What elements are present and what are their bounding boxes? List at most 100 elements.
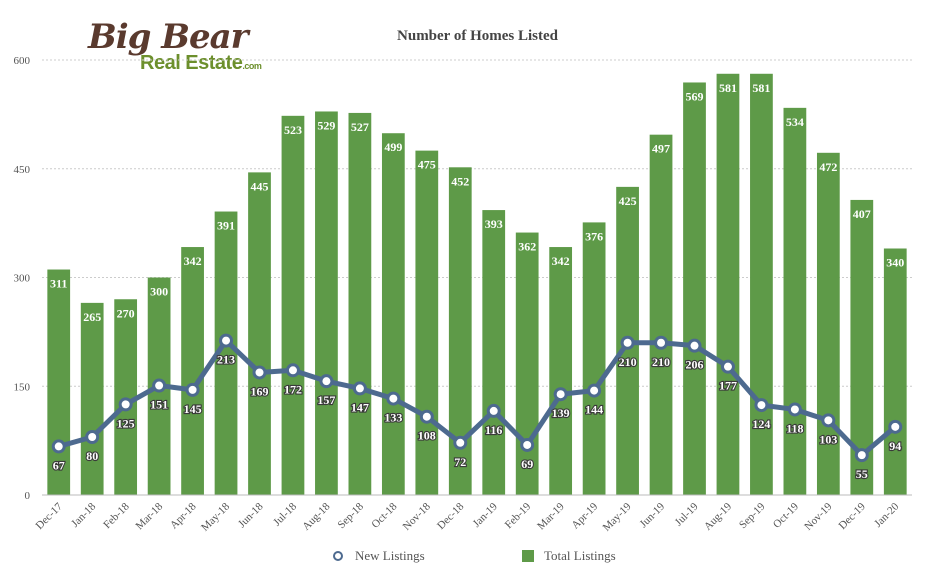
bar: [248, 172, 271, 495]
x-tick-label: Jul-19: [673, 500, 701, 528]
bar: [683, 82, 706, 495]
y-tick-label: 450: [14, 164, 31, 176]
line-data-label: 157: [317, 393, 335, 407]
x-tick-label: Jul-18: [271, 500, 299, 528]
legend-item-total-listings[interactable]: Total Listings: [522, 548, 616, 564]
legend-marker-new-listings: [333, 551, 343, 561]
line-point: [252, 365, 267, 380]
line-point: [720, 359, 735, 374]
chart-title: Number of Homes Listed: [397, 28, 558, 44]
line-data-label: 108: [418, 429, 436, 443]
line-point: [85, 430, 100, 444]
line-point: [319, 374, 334, 389]
bar-data-label: 311: [50, 277, 67, 291]
x-tick-label: May-19: [601, 500, 634, 533]
line-data-label: 145: [184, 402, 202, 416]
logo-suffix: .com: [242, 61, 262, 71]
bar: [80, 302, 104, 495]
x-tick-label: May-18: [199, 500, 232, 533]
line-data-label: 94: [889, 439, 901, 453]
bar: [448, 167, 472, 496]
line-point: [419, 409, 434, 424]
bar: [750, 73, 773, 496]
x-axis: Dec-17 Jan-18 Feb-18 Mar-18 Apr-18 May-18 Jun-…: [33, 494, 912, 534]
line-point: [152, 378, 167, 393]
bar-data-label: 445: [251, 179, 269, 193]
bar-data-label: 523: [284, 123, 302, 137]
line-data-label: 103: [819, 432, 837, 446]
x-tick-label: Jun-18: [236, 500, 266, 530]
x-tick-label: Mar-19: [535, 500, 567, 532]
bar: [348, 112, 372, 496]
line-data-label: 169: [251, 384, 269, 398]
line-data-label: 67: [53, 458, 65, 472]
legend: New Listings Total Listings: [0, 548, 930, 566]
line-data-label: 125: [117, 416, 135, 430]
bar: [816, 152, 840, 496]
line-data-label: 206: [686, 358, 704, 372]
bar-data-label: 391: [217, 219, 235, 233]
x-tick-label: Dec-19: [837, 500, 869, 532]
bar: [214, 211, 238, 495]
x-tick-label: Aug-19: [702, 500, 735, 533]
bar-data-label: 581: [719, 81, 737, 95]
legend-item-new-listings[interactable]: New Listings: [333, 548, 425, 564]
line-point: [888, 419, 903, 434]
bar: [716, 73, 740, 496]
x-tick-label: Oct-19: [771, 500, 801, 530]
line-point: [854, 448, 869, 463]
y-tick-label: 0: [25, 490, 31, 502]
x-tick-label: Dec-17: [33, 500, 65, 532]
legend-label-new-listings: New Listings: [355, 548, 425, 563]
line-point: [553, 387, 568, 402]
line-point: [352, 381, 367, 396]
line-point: [453, 435, 468, 450]
legend-label-total-listings: Total Listings: [544, 548, 616, 563]
line-data-label: 172: [284, 382, 302, 396]
bar-data-label: 527: [351, 120, 369, 134]
line-point: [754, 398, 769, 413]
bar: [850, 199, 874, 496]
bar-data-label: 425: [619, 194, 637, 208]
logo-text-big-bear: Big Bear: [88, 17, 249, 57]
x-tick-label: Jan-19: [471, 500, 501, 530]
bar: [381, 133, 405, 495]
bar-data-label: 407: [853, 207, 871, 221]
bar: [649, 134, 673, 496]
y-tick-label: 600: [14, 55, 31, 67]
line-data-label: 177: [719, 379, 737, 393]
line-data-label: 147: [351, 400, 369, 414]
x-tick-label: Nov-18: [401, 500, 434, 533]
line-point: [520, 437, 535, 452]
line-data-label: 69: [521, 457, 533, 471]
x-tick-label: Aug-18: [300, 500, 333, 533]
line-point: [219, 333, 234, 348]
line-point: [118, 397, 133, 412]
line-point: [51, 439, 66, 454]
x-tick-label: Apr-19: [569, 500, 600, 531]
bar-data-label: 472: [819, 160, 837, 174]
bar: [415, 150, 439, 495]
x-tick-label: Sep-19: [737, 500, 768, 531]
x-tick-label: Dec-18: [435, 500, 467, 532]
legend-marker-total-listings: [522, 550, 534, 562]
bar-data-label: 340: [886, 256, 904, 270]
bar-data-label: 534: [786, 115, 804, 129]
line-data-label: 133: [384, 411, 402, 425]
bar: [47, 269, 71, 495]
bar-data-label: 376: [585, 229, 603, 243]
line-data-label: 144: [585, 403, 603, 417]
line-data-label: 213: [217, 353, 235, 367]
line-data-label: 210: [619, 355, 637, 369]
bar-data-label: 452: [451, 174, 469, 188]
bar: [181, 247, 204, 495]
line-path: [58, 338, 897, 458]
logo-real-estate-label: Real Estate: [140, 52, 243, 74]
x-tick-label: Feb-19: [503, 500, 534, 531]
line-data-label: 118: [786, 421, 803, 435]
bar-data-label: 475: [418, 158, 436, 172]
bar-data-label: 362: [518, 240, 536, 254]
bars: [47, 73, 907, 496]
y-tick-label: 300: [14, 273, 31, 285]
y-tick-label: 150: [14, 381, 31, 393]
